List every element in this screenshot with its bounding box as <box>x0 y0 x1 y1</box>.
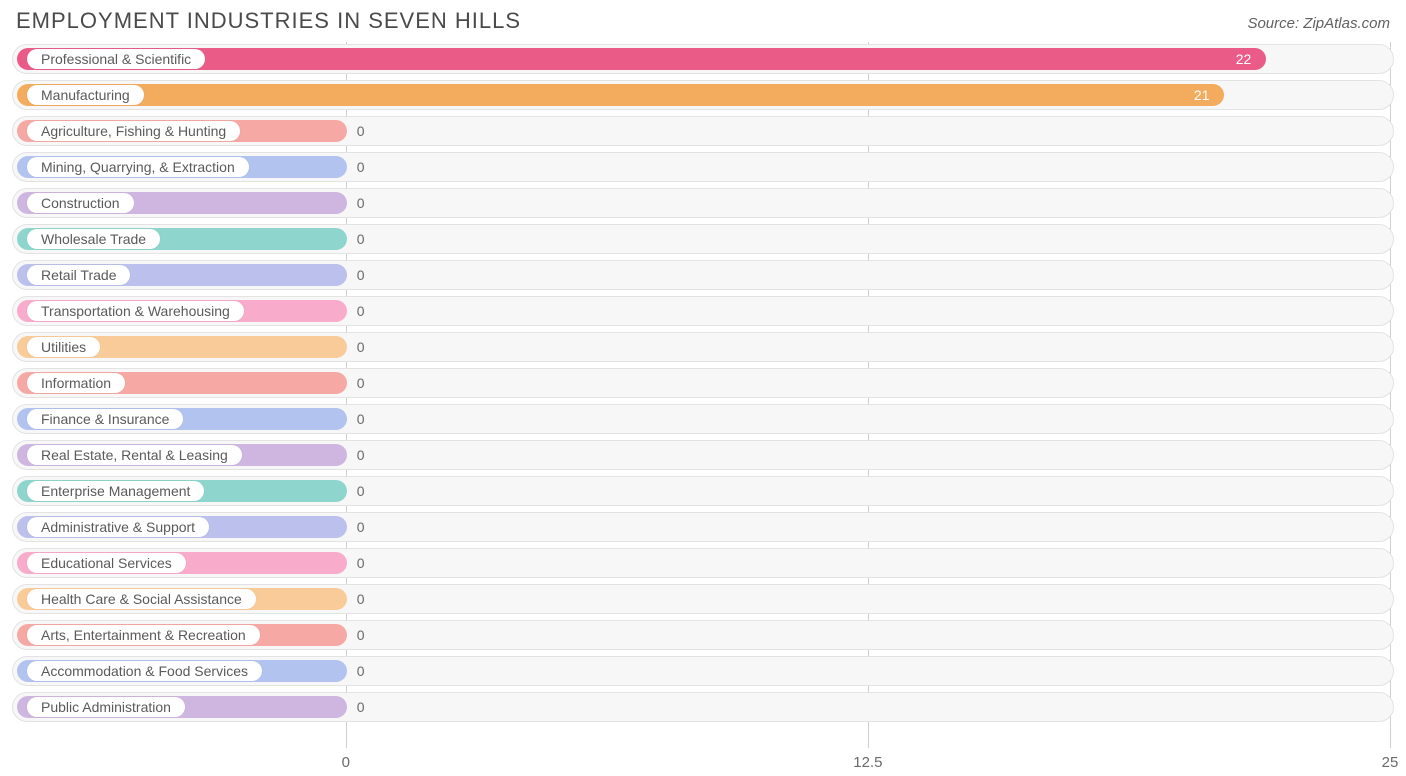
bar-row: Manufacturing 21 <box>12 80 1394 110</box>
bar-row: Arts, Entertainment & Recreation 0 <box>12 620 1394 650</box>
bar-row: Public Administration 0 <box>12 692 1394 722</box>
bar-row: Enterprise Management 0 <box>12 476 1394 506</box>
bar-category-label: Finance & Insurance <box>27 409 183 429</box>
axis-tick-label: 25 <box>1382 754 1399 771</box>
bar-category-label: Educational Services <box>27 553 186 573</box>
bar-value-label: 0 <box>357 231 365 247</box>
bar-value-label: 0 <box>357 555 365 571</box>
bar-value-label: 0 <box>357 591 365 607</box>
chart-rows: Professional & Scientific 22 Manufacturing… <box>12 42 1394 748</box>
bar-category-label: Retail Trade <box>27 265 130 285</box>
bar-category-label: Information <box>27 373 125 393</box>
bar-category-label: Wholesale Trade <box>27 229 160 249</box>
bar-category-label: Agriculture, Fishing & Hunting <box>27 121 240 141</box>
bar-value-label: 0 <box>357 411 365 427</box>
bar-row: Finance & Insurance 0 <box>12 404 1394 434</box>
bar-category-label: Professional & Scientific <box>27 49 205 69</box>
bar-category-label: Transportation & Warehousing <box>27 301 244 321</box>
chart-area: Professional & Scientific 22 Manufacturing… <box>12 42 1394 748</box>
bar-value-label: 0 <box>357 339 365 355</box>
chart-header: EMPLOYMENT INDUSTRIES IN SEVEN HILLS Sou… <box>12 8 1394 42</box>
bar-value-label: 0 <box>357 627 365 643</box>
bar-row: Wholesale Trade 0 <box>12 224 1394 254</box>
bar-value-label: 0 <box>357 123 365 139</box>
bar-value-label: 0 <box>357 699 365 715</box>
bar-value-label: 22 <box>1236 51 1252 67</box>
bar <box>17 84 1224 106</box>
bar-value-label: 0 <box>357 447 365 463</box>
chart-x-axis: 012.525 <box>12 752 1394 776</box>
bar-category-label: Health Care & Social Assistance <box>27 589 256 609</box>
bar-category-label: Administrative & Support <box>27 517 209 537</box>
bar-value-label: 0 <box>357 195 365 211</box>
bar-row: Utilities 0 <box>12 332 1394 362</box>
bar-category-label: Utilities <box>27 337 100 357</box>
bar-value-label: 0 <box>357 303 365 319</box>
bar-category-label: Arts, Entertainment & Recreation <box>27 625 260 645</box>
bar-row: Retail Trade 0 <box>12 260 1394 290</box>
bar-category-label: Real Estate, Rental & Leasing <box>27 445 242 465</box>
bar-category-label: Public Administration <box>27 697 185 717</box>
bar-row: Agriculture, Fishing & Hunting 0 <box>12 116 1394 146</box>
bar-value-label: 21 <box>1194 87 1210 103</box>
bar-row: Information 0 <box>12 368 1394 398</box>
bar-value-label: 0 <box>357 375 365 391</box>
bar-value-label: 0 <box>357 159 365 175</box>
bar-row: Educational Services 0 <box>12 548 1394 578</box>
bar-category-label: Accommodation & Food Services <box>27 661 262 681</box>
bar-row: Administrative & Support 0 <box>12 512 1394 542</box>
bar-row: Construction 0 <box>12 188 1394 218</box>
chart-source: Source: ZipAtlas.com <box>1247 15 1390 32</box>
axis-tick-label: 12.5 <box>853 754 882 771</box>
bar-value-label: 0 <box>357 267 365 283</box>
axis-tick-label: 0 <box>342 754 350 771</box>
bar-category-label: Enterprise Management <box>27 481 204 501</box>
bar-category-label: Construction <box>27 193 134 213</box>
chart-title: EMPLOYMENT INDUSTRIES IN SEVEN HILLS <box>16 8 521 34</box>
bar-row: Real Estate, Rental & Leasing 0 <box>12 440 1394 470</box>
bar-value-label: 0 <box>357 519 365 535</box>
bar-row: Accommodation & Food Services 0 <box>12 656 1394 686</box>
bar-value-label: 0 <box>357 663 365 679</box>
bar-category-label: Mining, Quarrying, & Extraction <box>27 157 249 177</box>
bar-value-label: 0 <box>357 483 365 499</box>
bar-row: Professional & Scientific 22 <box>12 44 1394 74</box>
bar-row: Transportation & Warehousing 0 <box>12 296 1394 326</box>
bar-category-label: Manufacturing <box>27 85 144 105</box>
bar-row: Mining, Quarrying, & Extraction 0 <box>12 152 1394 182</box>
bar-row: Health Care & Social Assistance 0 <box>12 584 1394 614</box>
